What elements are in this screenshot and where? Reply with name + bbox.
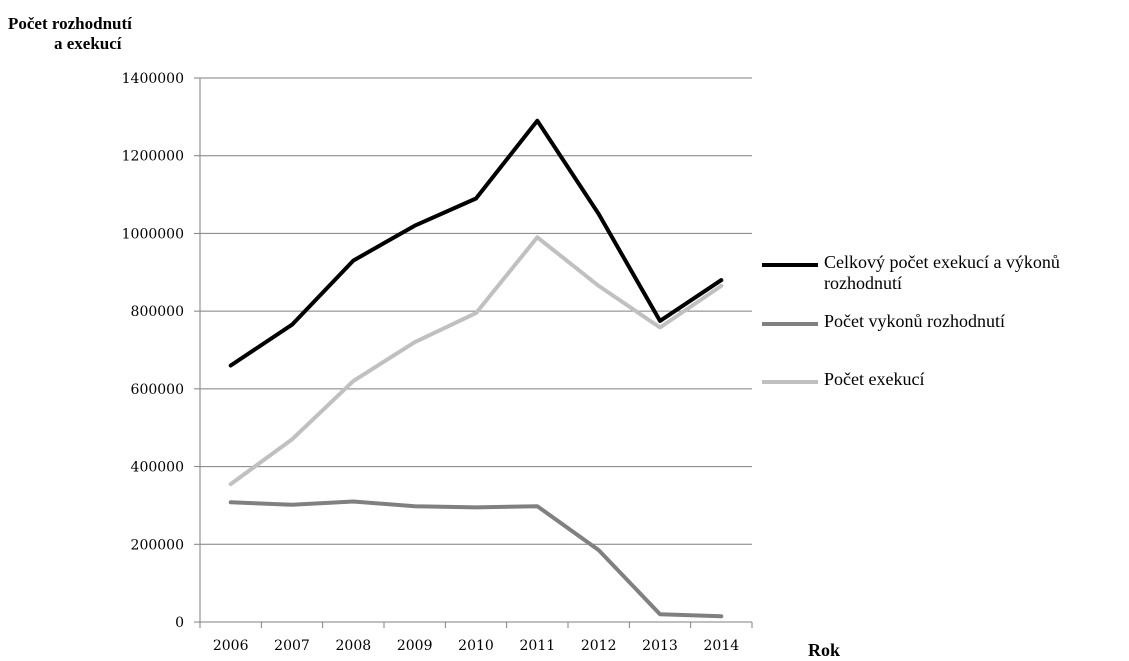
x-tick-label: 2014 <box>704 638 740 654</box>
series-line-total <box>228 118 724 368</box>
gridlines <box>194 77 752 623</box>
legend-swatch-executions <box>762 380 818 384</box>
y-tick-label: 1200000 <box>122 149 184 165</box>
x-tick-label: 2013 <box>642 638 678 654</box>
legend-item-decisions: Počet vykonů rozhodnutí <box>762 311 1094 332</box>
legend-swatch-total <box>762 263 818 267</box>
legend-label-total: Celkový počet exekucí a výkonů rozhodnut… <box>824 252 1060 293</box>
x-tick-label: 2009 <box>397 638 433 654</box>
y-tick-label: 400000 <box>131 460 184 476</box>
y-tick-label: 1400000 <box>122 71 184 87</box>
legend-swatch-decisions <box>762 322 818 326</box>
y-tick-label: 0 <box>175 615 184 631</box>
y-tick-label: 1000000 <box>122 226 184 242</box>
axes <box>199 78 753 628</box>
y-tick-labels: 0 200000 400000 600000 800000 1000000 1200000 1… <box>122 71 184 631</box>
y-tick-label: 200000 <box>131 537 184 553</box>
series-lines <box>228 118 724 619</box>
x-tick-label: 2010 <box>458 638 494 654</box>
series-line-executions <box>228 235 724 487</box>
x-tick-label: 2007 <box>274 638 310 654</box>
x-tick-label: 2011 <box>520 638 556 654</box>
y-axis-title-line-1: Počet rozhodnutí <box>8 14 132 33</box>
x-tick-label: 2012 <box>581 638 617 654</box>
x-tick-label: 2008 <box>336 638 372 654</box>
x-axis-title: Rok <box>808 640 841 660</box>
y-tick-label: 600000 <box>131 382 184 398</box>
y-tick-label: 800000 <box>131 304 184 320</box>
legend-label-decisions: Počet vykonů rozhodnutí <box>824 311 1005 331</box>
x-tick-label: 2006 <box>213 638 249 654</box>
series-line-decisions <box>228 499 724 619</box>
legend-label-executions: Počet exekucí <box>824 369 925 389</box>
x-tick-labels: 2006 2007 2008 2009 2010 2011 2012 2013 2014 <box>213 638 739 654</box>
legend-item-executions: Počet exekucí <box>762 369 1094 390</box>
y-axis-title: Počet rozhodnutí a exekucí <box>8 14 198 54</box>
y-axis-title-line-2: a exekucí <box>54 34 122 53</box>
legend-item-total: Celkový počet exekucí a výkonů rozhodnut… <box>762 252 1094 294</box>
